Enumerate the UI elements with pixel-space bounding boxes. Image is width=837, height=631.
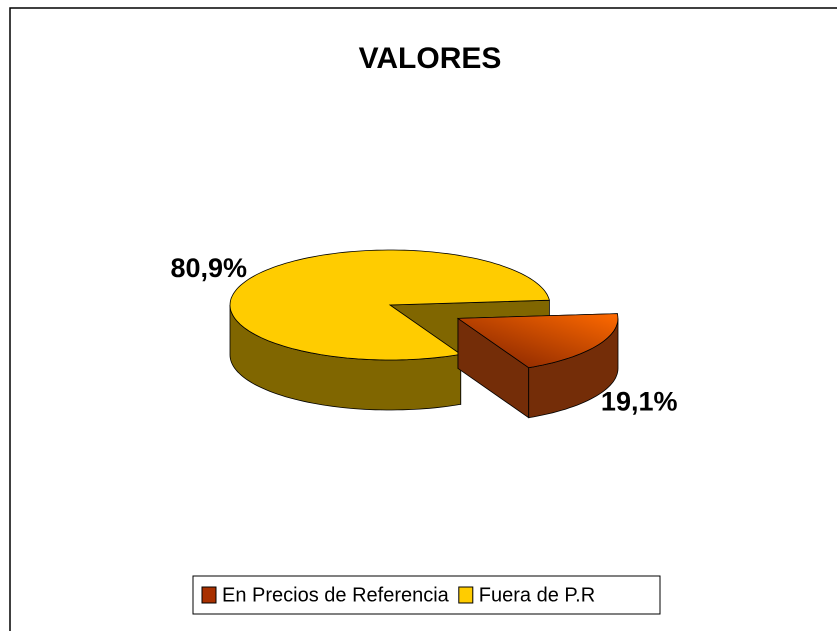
legend-label: En Precios de Referencia [222,584,450,606]
slice [229,249,550,361]
legend-swatch [458,586,474,604]
slice [456,313,619,369]
value-label: 19,1% [601,387,678,417]
legend-swatch [201,586,217,604]
legend-label: Fuera de P.R [479,584,595,606]
chart-title: VALORES [359,42,502,75]
value-label: 80,9% [170,253,247,283]
legend-box [192,575,661,615]
